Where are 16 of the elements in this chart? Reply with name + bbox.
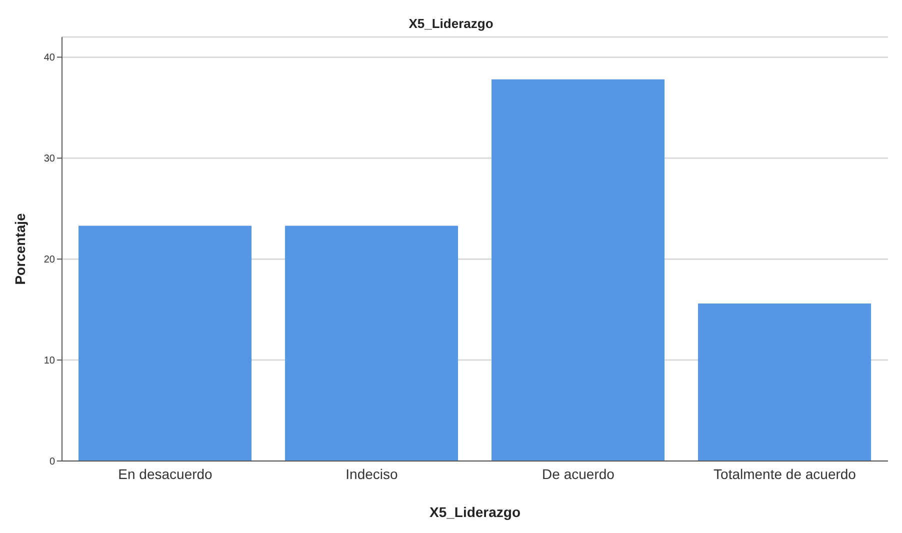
y-tick-label: 40	[44, 52, 56, 64]
bar	[492, 79, 665, 461]
y-tick-label: 10	[44, 356, 56, 367]
x-tick-label: Indeciso	[346, 466, 398, 482]
x-axis-title: X5_Liderazgo	[429, 504, 521, 520]
x-tick-label: De acuerdo	[542, 466, 615, 482]
y-axis-title: Porcentaje	[12, 212, 28, 285]
bar	[78, 226, 252, 461]
y-tick-label: 0	[49, 456, 56, 468]
bar	[698, 304, 872, 461]
chart-title: X5_Liderazgo	[408, 16, 494, 31]
y-tick-label: 30	[44, 154, 56, 165]
x-tick-label: Totalmente de acuerdo	[714, 466, 856, 482]
x-tick-label: En desacuerdo	[118, 466, 213, 482]
y-tick-label: 20	[44, 254, 56, 266]
bar	[285, 226, 458, 461]
